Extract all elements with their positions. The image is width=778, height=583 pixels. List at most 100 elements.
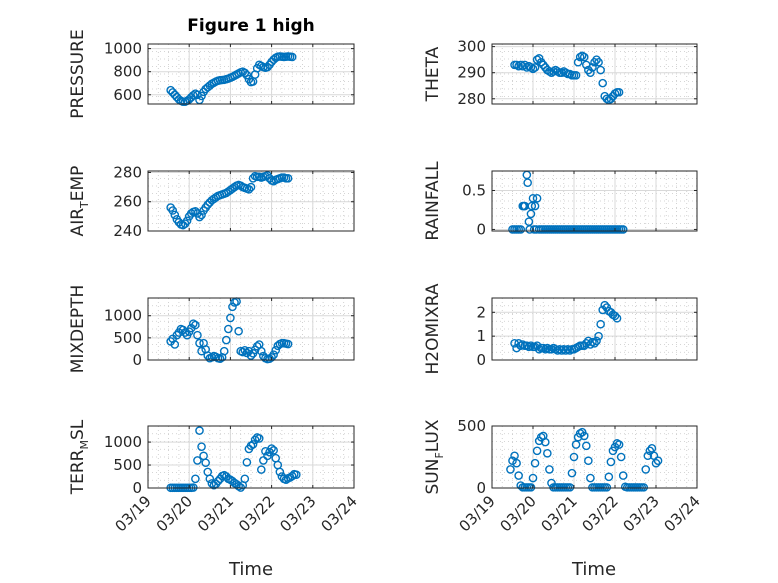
data-point [287,52,297,62]
data-point [532,446,542,456]
data-point [182,216,192,226]
y-tick-label: 1 [476,327,486,345]
y-tick-label: 600 [113,86,142,104]
axes-box [491,425,698,489]
data-point [639,483,649,492]
data-point [528,193,538,203]
data-point [594,331,603,341]
y-tick-label: 0 [476,220,486,238]
y-tick-label: 290 [457,64,486,82]
data-point [271,453,281,463]
data-point [201,458,210,468]
data-point [526,483,536,492]
data-point [524,217,534,226]
data-point [645,446,655,456]
data-point [616,452,626,462]
x-axis-label-left: Time [228,559,273,580]
data-point [203,467,213,477]
x-tick-label: 03/21 [194,492,237,535]
x-tick-label: 03/24 [661,492,704,535]
y-tick-label: 0 [132,479,142,497]
data-point [191,320,200,330]
data-point [189,319,198,328]
y-axis-label: H2OMIXRA [423,283,443,374]
x-tick-label: 03/19 [112,492,155,535]
data-point [230,182,239,192]
y-tick-label: 0 [476,479,486,497]
data-point [248,174,258,183]
data-point [530,458,540,468]
data-point [512,458,521,468]
y-axis-label: RAINFALL [423,161,443,241]
data-point [186,209,196,218]
data-point [254,434,264,443]
data-point [612,313,622,323]
data-point [530,201,540,211]
data-point [250,435,260,445]
data-point [219,346,229,356]
chart-title: Figure 1 high [187,16,315,36]
axes-box [491,297,698,361]
data-point [197,442,206,451]
data-point [275,467,285,477]
x-tick-label: 03/22 [235,492,278,535]
data-point [586,68,595,77]
data-point [246,182,256,192]
panel-3: 240 260 280 AIRTEMP [68,163,355,240]
data-point [523,178,532,187]
data-point [579,431,589,441]
data-point [522,170,532,180]
panel-4: 0 0.5 RAINFALL [423,161,698,241]
y-tick-label: 1000 [104,40,142,58]
panel-1: 600 800 1000 PRESSURE [68,29,355,119]
data-point [590,339,599,348]
data-point [269,446,278,455]
data-point [197,346,206,356]
data-point [543,448,552,458]
data-point [606,457,616,467]
data-point [252,341,262,351]
data-point [283,174,293,183]
data-point [573,57,583,67]
data-point [195,338,204,348]
y-tick-label: 1000 [104,307,142,325]
data-point [240,68,250,78]
data-point [170,210,180,220]
data-point [244,346,254,356]
data-point [256,465,266,474]
data-point [189,91,198,100]
data-point [259,456,268,465]
axes-box [147,425,355,489]
data-point [221,335,231,345]
x-tick-label: 03/24 [318,492,361,535]
y-tick-label: 0 [476,351,486,369]
data-point [199,451,208,461]
y-axis-label: TERRMSL [68,419,91,495]
data-point [242,457,252,467]
data-point [649,451,659,461]
data-point [596,319,605,329]
y-tick-label: 500 [457,417,486,435]
data-point [527,201,537,211]
panel-5: 0 500 1000 MIXDEPTH [68,285,355,373]
data-point [248,440,258,449]
y-tick-label: 0.5 [462,181,486,199]
data-point [197,91,206,101]
data-point [506,465,515,474]
data-point [191,474,200,484]
data-point [224,324,233,334]
data-point [610,311,620,321]
data-point [283,339,293,349]
data-point [571,440,581,449]
panel-6: 0 1 2 H2OMIXRA [423,283,698,375]
data-point [588,63,597,72]
data-point [207,353,217,362]
data-point [586,473,595,483]
data-point [592,336,601,346]
y-tick-label: 280 [457,90,486,108]
axes-box [147,297,355,361]
panel-8: 0 500 SUNFLUX 03/1903/2003/2103/2203/2303/2… [423,417,704,535]
data-point [240,474,250,484]
data-point [600,300,610,310]
data-point [582,441,591,451]
